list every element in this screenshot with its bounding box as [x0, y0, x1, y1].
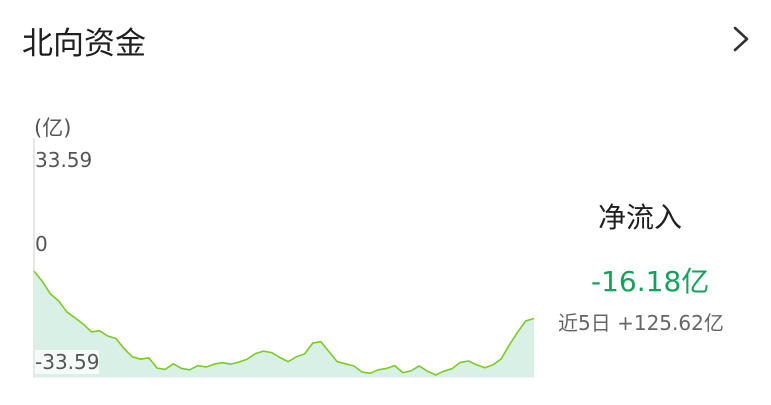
y-axis-unit: (亿) — [34, 116, 72, 140]
widget-title: 北向资金 — [22, 26, 146, 62]
y-tick-zero: 0 — [35, 232, 48, 256]
flow-chart-svg — [33, 138, 535, 378]
y-tick-max: 33.59 — [35, 148, 93, 172]
net-inflow-label: 净流入 — [598, 201, 683, 234]
net-inflow-value: -16.18亿 — [591, 265, 710, 298]
series-line — [33, 270, 535, 376]
five-day-inflow: 近5日 +125.62亿 — [558, 311, 724, 335]
series-area — [34, 271, 534, 377]
y-tick-min: -33.59 — [35, 350, 100, 374]
chevron-right-icon[interactable] — [728, 24, 754, 54]
